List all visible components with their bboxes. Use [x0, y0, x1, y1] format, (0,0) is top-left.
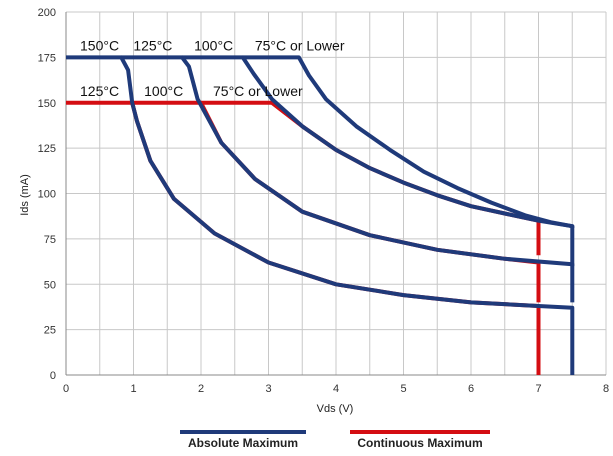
series-line-continuous [132, 100, 541, 303]
y-tick-label: 50 [44, 279, 56, 291]
x-tick-label: 2 [198, 383, 204, 395]
curve-label-continuous: 125°C [80, 83, 119, 99]
y-tick-label: 25 [44, 325, 56, 337]
x-tick-label: 4 [333, 383, 339, 395]
grid [65, 11, 607, 376]
series-line-absolute [182, 55, 575, 267]
series-lines [66, 55, 575, 375]
y-tick-label: 150 [38, 98, 56, 110]
x-tick-label: 6 [468, 383, 474, 395]
axes [65, 12, 606, 376]
x-tick-label: 8 [603, 383, 609, 395]
curve-label-absolute: 125°C [133, 37, 172, 53]
curve-label-absolute: 100°C [194, 37, 233, 53]
series-line-absolute [242, 55, 575, 229]
x-tick-label: 7 [535, 383, 541, 395]
legend-label-continuous: Continuous Maximum [357, 436, 482, 450]
curve-label-continuous: 75°C or Lower [213, 83, 303, 99]
curve-label-absolute: 150°C [80, 37, 119, 53]
y-tick-label: 100 [38, 189, 56, 201]
y-tick-label: 200 [38, 7, 56, 19]
y-tick-label: 175 [38, 52, 56, 64]
curve-label-absolute: 75°C or Lower [255, 37, 345, 53]
series-line-absolute [121, 55, 575, 303]
x-tick-label: 0 [63, 383, 69, 395]
y-tick-label: 125 [38, 143, 56, 155]
x-tick-label: 5 [400, 383, 406, 395]
y-axis-title: Ids (mA) [19, 174, 31, 216]
legend: Absolute Maximum Continuous Maximum [180, 430, 490, 450]
x-tick-label: 1 [130, 383, 136, 395]
curve-label-continuous: 100°C [144, 83, 183, 99]
x-tick-label: 3 [265, 383, 271, 395]
curve-labels: 150°C 125°C 100°C 75°C or Lower 125°C 100°C 75… [80, 37, 345, 98]
x-tick-labels: 0 1 2 3 4 5 6 7 8 [63, 383, 609, 395]
legend-label-absolute: Absolute Maximum [188, 436, 298, 450]
y-tick-labels: 0 25 50 75 100 125 150 175 200 [38, 7, 56, 382]
y-tick-label: 0 [50, 370, 56, 382]
x-axis-title: Vds (V) [317, 403, 354, 415]
y-tick-label: 75 [44, 234, 56, 246]
series-line-absolute [66, 55, 575, 375]
